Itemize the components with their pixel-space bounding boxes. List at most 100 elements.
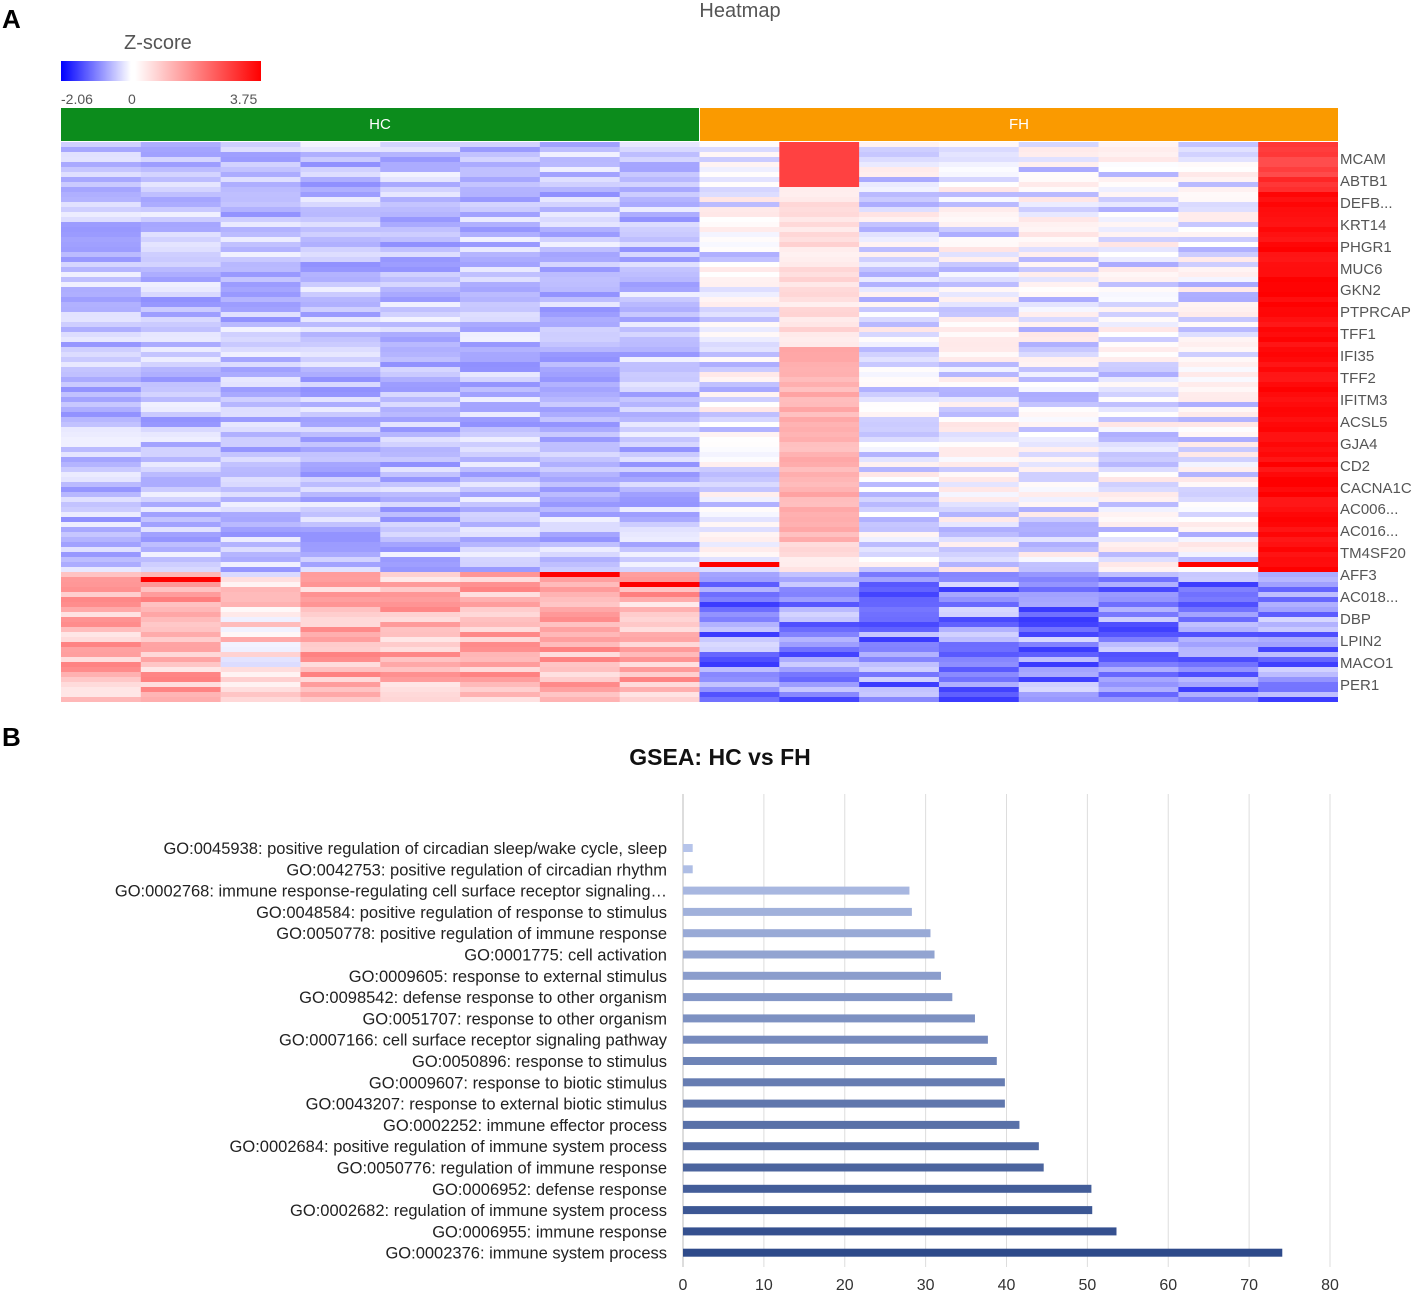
heatmap-cell <box>460 662 541 668</box>
heatmap-cell <box>779 517 860 523</box>
heatmap-cell <box>779 552 860 558</box>
heatmap-cell <box>938 577 1020 583</box>
heatmap-cell <box>380 442 461 448</box>
heatmap-cell <box>779 637 860 643</box>
heatmap-cell <box>619 302 700 308</box>
heatmap-cell <box>699 417 780 423</box>
heatmap-cell <box>140 337 221 343</box>
heatmap-cell <box>220 387 301 393</box>
heatmap-cell <box>1258 207 1338 213</box>
heatmap-cell <box>859 252 940 258</box>
heatmap-cell <box>619 207 700 213</box>
heatmap-cell <box>220 577 301 583</box>
heatmap-row-label: PHGR1 <box>1340 238 1392 256</box>
heatmap-cell <box>460 462 541 468</box>
heatmap-cell <box>1178 567 1259 573</box>
heatmap-cell <box>539 457 620 463</box>
heatmap-cell <box>460 607 541 613</box>
heatmap-cell <box>938 552 1020 558</box>
heatmap-cell <box>938 597 1020 603</box>
heatmap-cell <box>140 177 221 183</box>
heatmap-cell <box>380 687 461 693</box>
heatmap-cell <box>61 402 142 408</box>
heatmap-cell <box>859 292 940 298</box>
heatmap-cell <box>220 462 301 468</box>
heatmap-cell <box>699 357 780 363</box>
heatmap-cell <box>140 402 221 408</box>
heatmap-cell <box>1018 587 1099 593</box>
heatmap-cell <box>1178 692 1259 698</box>
heatmap-cell <box>380 597 461 603</box>
heatmap-cell <box>1098 537 1179 543</box>
heatmap-cell <box>61 657 142 663</box>
heatmap-cell <box>539 417 620 423</box>
heatmap-cell <box>1018 197 1099 203</box>
heatmap-cell <box>300 527 381 533</box>
heatmap-cell <box>1098 442 1179 448</box>
heatmap-row-label: IFITM3 <box>1340 391 1388 409</box>
heatmap-cell <box>938 312 1020 318</box>
heatmap-cell <box>380 582 461 588</box>
heatmap-cell <box>1178 472 1259 478</box>
heatmap-title: Heatmap <box>699 0 781 22</box>
gsea-bar <box>683 907 912 916</box>
heatmap-cell <box>380 397 461 403</box>
heatmap-cell <box>61 422 142 428</box>
heatmap-cell <box>61 407 142 413</box>
heatmap-cell <box>1258 202 1338 208</box>
heatmap-cell <box>779 402 860 408</box>
heatmap-cell <box>300 307 381 313</box>
heatmap-cell <box>1098 257 1179 263</box>
heatmap-cell <box>140 672 221 678</box>
heatmap-cell <box>1098 592 1179 598</box>
heatmap-cell <box>61 677 142 683</box>
heatmap-cell <box>220 297 301 303</box>
heatmap-cell <box>1098 162 1179 168</box>
heatmap-cell <box>61 572 142 578</box>
heatmap-cell <box>938 157 1020 163</box>
heatmap-cell <box>619 377 700 383</box>
heatmap-cell <box>1018 327 1099 333</box>
heatmap-cell <box>699 632 780 638</box>
heatmap-cell <box>220 622 301 628</box>
heatmap-cell <box>380 622 461 628</box>
heatmap-cell <box>539 642 620 648</box>
heatmap-cell <box>1098 427 1179 433</box>
heatmap-cell <box>859 402 940 408</box>
heatmap-cell <box>460 372 541 378</box>
heatmap-cell <box>460 482 541 488</box>
heatmap-cell <box>779 317 860 323</box>
heatmap-cell <box>220 392 301 398</box>
heatmap-cell <box>539 497 620 503</box>
heatmap-cell <box>1258 602 1338 608</box>
heatmap-cell <box>1258 512 1338 518</box>
gsea-bar <box>683 1057 997 1065</box>
heatmap-cell <box>380 547 461 553</box>
heatmap-cell <box>859 592 940 598</box>
heatmap-cell <box>140 217 221 223</box>
heatmap-cell <box>140 407 221 413</box>
heatmap-cell <box>539 382 620 388</box>
heatmap-cell <box>220 267 301 273</box>
heatmap-cell <box>619 487 700 493</box>
heatmap-cell <box>619 407 700 413</box>
heatmap-cell <box>300 327 381 333</box>
gsea-bar <box>683 1035 988 1044</box>
heatmap-cell <box>859 287 940 293</box>
heatmap-cell <box>1258 507 1338 513</box>
heatmap-cell <box>61 642 142 648</box>
heatmap-cell <box>1098 577 1179 583</box>
heatmap-cell <box>220 697 301 702</box>
heatmap-cell <box>1178 497 1259 503</box>
heatmap-cell <box>220 637 301 643</box>
heatmap-cell <box>460 157 541 163</box>
heatmap-cell <box>140 192 221 198</box>
heatmap-cell <box>380 267 461 273</box>
heatmap-cell <box>1018 617 1099 623</box>
heatmap-cell <box>300 257 381 263</box>
heatmap-cell <box>1018 432 1099 438</box>
heatmap-cell <box>300 672 381 678</box>
heatmap-cell <box>619 432 700 438</box>
heatmap-cell <box>699 152 780 158</box>
heatmap-cell <box>140 342 221 348</box>
